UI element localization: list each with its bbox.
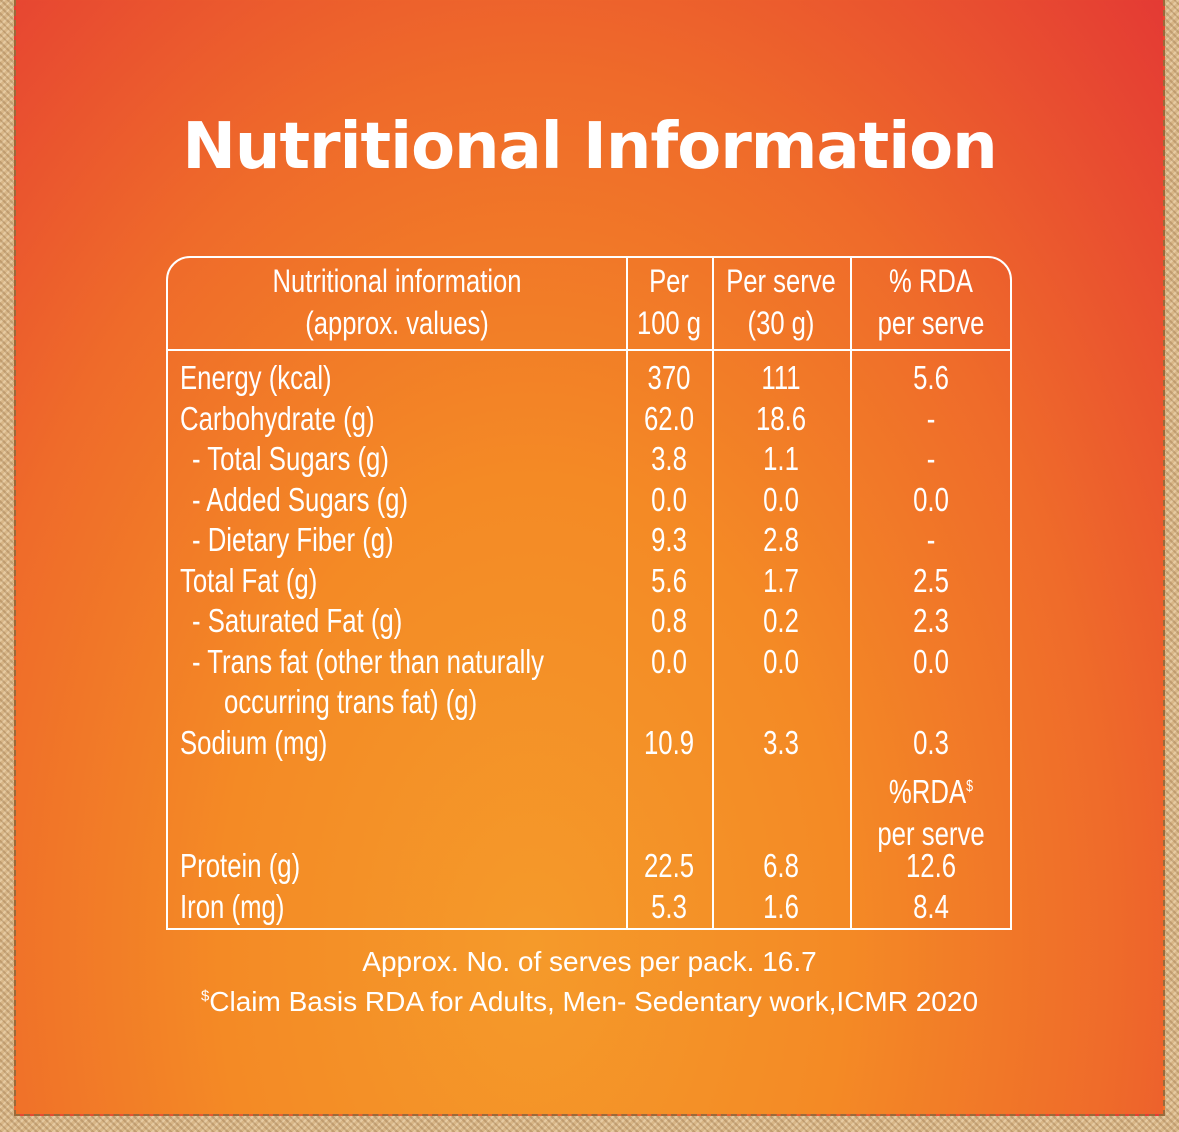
nutrient-label: Total Fat (g) [180, 561, 318, 599]
header-divider [168, 349, 1010, 351]
claim-note: $Claim Basis RDA for Adults, Men- Sedent… [200, 986, 979, 1017]
nutrient-value-perServe: 6.8 [763, 847, 799, 884]
header-rda: % RDA per serve [877, 263, 985, 341]
nutrient-value-perServe: 2.8 [763, 521, 799, 558]
nutrient-label: - Dietary Fiber (g) [192, 521, 394, 558]
nutrient-label: occurring trans fat) (g) [224, 683, 478, 720]
label-panel [14, 0, 1165, 1116]
nutrient-value-rda: 0.0 [913, 480, 949, 518]
nutrient-value-perServe: 0.0 [763, 480, 799, 518]
nutrient-value-rda: - [926, 521, 936, 558]
nutrient-label: - Total Sugars (g) [192, 440, 389, 477]
nutrient-value-per100: 0.0 [651, 480, 687, 518]
nutrient-value-rda: 8.4 [913, 887, 949, 925]
nutrient-label: - Added Sugars (g) [192, 480, 409, 518]
nutrient-value-rda: - [926, 440, 936, 477]
nutrient-value-per100: 0.0 [651, 642, 687, 680]
header-per-serve: Per serve (30 g) [726, 263, 836, 341]
nutrient-label: - Saturated Fat (g) [192, 602, 403, 639]
nutrient-value-per100: 10.9 [643, 723, 695, 761]
nutrient-value-rda: - [926, 399, 936, 437]
nutrient-value-perServe: 3.3 [763, 723, 799, 761]
page-title: Nutritional Information [182, 110, 997, 184]
nutrient-value-per100: 370 [647, 359, 691, 396]
nutrient-value-rda: 5.6 [913, 359, 949, 396]
column-divider [850, 258, 852, 928]
nutrient-value-per100: 5.3 [651, 887, 687, 925]
nutrient-value-per100: 9.3 [651, 521, 687, 558]
nutrient-label: Carbohydrate (g) [180, 399, 375, 437]
nutrient-value-perServe: 1.6 [763, 887, 799, 925]
nutrient-value-perServe: 0.2 [763, 602, 799, 639]
nutrition-table: Nutritional information (approx. values) … [166, 256, 1012, 930]
nutrient-value-perServe: 0.0 [763, 642, 799, 680]
column-divider [626, 258, 628, 928]
nutrient-value-per100: 0.8 [651, 602, 687, 639]
header-nutrient: Nutritional information (approx. values) [272, 263, 522, 341]
serves-note: Approx. No. of serves per pack. 16.7 [362, 946, 817, 977]
nutrient-value-rda: 2.5 [913, 561, 949, 599]
nutrient-value-rda: 2.3 [913, 602, 949, 639]
nutrient-value-perServe: 18.6 [755, 399, 807, 437]
nutrient-label: Iron (mg) [180, 887, 285, 925]
column-divider [712, 258, 714, 928]
nutrient-label: Energy (kcal) [180, 359, 332, 396]
nutrient-label: Sodium (mg) [180, 723, 328, 761]
nutrient-value-rda: 0.0 [913, 642, 949, 680]
nutrient-label: Protein (g) [180, 847, 301, 884]
nutrient-value-rda: 0.3 [913, 723, 949, 761]
nutrient-value-perServe: 1.7 [763, 561, 799, 599]
nutrient-value-perServe: 111 [761, 359, 801, 396]
nutrient-value-per100: 3.8 [651, 440, 687, 477]
nutrient-value-per100: 22.5 [643, 847, 695, 884]
nutrient-value-per100: 5.6 [651, 561, 687, 599]
nutrient-value-rda: 12.6 [905, 847, 957, 884]
nutrient-value-perServe: 1.1 [763, 440, 799, 477]
nutrient-label: - Trans fat (other than naturally [192, 642, 544, 680]
header-per-100g: Per 100 g [636, 263, 702, 341]
rda-subheader: %RDA$ per serve [877, 773, 985, 852]
nutrient-value-per100: 62.0 [643, 399, 695, 437]
